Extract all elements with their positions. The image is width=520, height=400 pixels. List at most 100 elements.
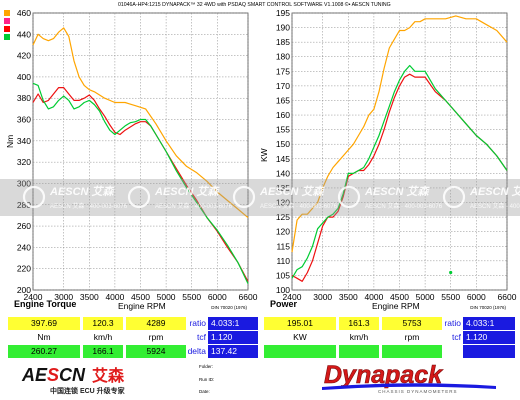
watermark-text: AESCN 艾森 bbox=[259, 185, 326, 198]
x-tick-label: 3000 bbox=[54, 292, 73, 302]
series-line-1 bbox=[32, 27, 249, 219]
y-tick-label: 125 bbox=[276, 212, 290, 222]
y-tick-label: 110 bbox=[276, 256, 290, 266]
torque-peak-speed: 120.3 bbox=[83, 317, 123, 330]
watermark-subtext: AESCN 艾森 · 400-003-6076 bbox=[365, 202, 443, 210]
charts-svg: 460 440 420 400 380 360 340 320 300 280 260 240 220 2… bbox=[0, 8, 520, 310]
series-line-1 bbox=[291, 15, 508, 253]
y-tick-label: 135 bbox=[276, 183, 290, 193]
aescn-logo-svg: AESCN 艾森 bbox=[21, 365, 125, 385]
watermark-band: AESCN 艾森 AESCN 艾森 · 400-003-6076 AESCN 艾森 A… bbox=[0, 179, 520, 216]
y-tick-label: 150 bbox=[276, 139, 290, 149]
watermark-subtext: AESCN 艾森 · 400-003-6076 bbox=[155, 202, 233, 210]
x-tick-label: 3000 bbox=[313, 292, 332, 302]
dynapack-logo: Dynapack CHASSIS DYNAMOMETERS bbox=[318, 360, 500, 399]
series-line-3 bbox=[291, 64, 508, 279]
footer-slogan: 中国连锁 ECU 升级专家 bbox=[50, 388, 125, 395]
power-ratio-label: ratio bbox=[444, 318, 461, 328]
tcf-value: 1.120 bbox=[208, 331, 258, 344]
y-tick-label: 195 bbox=[276, 8, 290, 18]
power-peak-rpm: 5753 bbox=[382, 317, 442, 330]
field-date: Date: bbox=[199, 389, 210, 394]
watermark-subtext: AESCN 艾森 · 400-003-6076 bbox=[50, 202, 128, 210]
x-tick-label: 4500 bbox=[390, 292, 409, 302]
watermark-emblem bbox=[22, 185, 46, 209]
header-caption: 01046A-HP4:1215 DYNAPACK™ 32 4WD with PS… bbox=[118, 2, 391, 8]
power-empty-blue bbox=[463, 345, 515, 358]
x-tick-label: 5500 bbox=[182, 292, 201, 302]
y-tick-label: 460 bbox=[17, 8, 31, 18]
x-tick-label: 6600 bbox=[498, 292, 517, 302]
y-tick-label: 100 bbox=[276, 285, 290, 295]
logo-hanzi: 艾森 bbox=[92, 366, 125, 385]
power-peak-speed: 161.3 bbox=[339, 317, 379, 330]
y-tick-label: 160 bbox=[276, 110, 290, 120]
power-chart: 195 190 185 180 175 170 165 160 155 150 145 140 135 1… bbox=[276, 8, 517, 310]
watermark-text: AESCN 艾森 bbox=[469, 185, 520, 198]
aescn-logo: AESCN 艾森 bbox=[20, 364, 160, 391]
dynapack-logo-svg: Dynapack CHASSIS DYNAMOMETERS bbox=[322, 361, 496, 394]
power-xlabel: Engine RPM bbox=[372, 301, 420, 311]
x-tick-label: 6600 bbox=[239, 292, 258, 302]
y-tick-label: 300 bbox=[17, 178, 31, 188]
swatch-3 bbox=[4, 26, 10, 32]
y-tick-label: 180 bbox=[276, 52, 290, 62]
delta-value: 137.42 bbox=[208, 345, 258, 358]
y-tick-label: 120 bbox=[276, 227, 290, 237]
power-ratio-value: 4.033:1 bbox=[463, 317, 515, 330]
power-unit: KW bbox=[293, 332, 307, 342]
power-empty-2 bbox=[339, 345, 379, 358]
x-tick-label: 6000 bbox=[467, 292, 486, 302]
power-tcf-value: 1.120 bbox=[463, 331, 515, 344]
x-tick-label: 4500 bbox=[131, 292, 150, 302]
y-tick-label: 145 bbox=[276, 154, 290, 164]
series-line-2 bbox=[32, 87, 249, 282]
run-color-swatches bbox=[4, 10, 10, 40]
watermark-text: AESCN 艾森 bbox=[364, 185, 431, 198]
y-tick-label: 140 bbox=[276, 168, 290, 178]
watermark-emblem bbox=[337, 185, 361, 209]
field-folder: Folder: bbox=[199, 364, 214, 369]
x-tick-label: 6000 bbox=[208, 292, 227, 302]
x-tick-label: 5000 bbox=[416, 292, 435, 302]
y-tick-label: 190 bbox=[276, 23, 290, 33]
torque-peak-rpm: 4289 bbox=[126, 317, 186, 330]
power-at-torque-value: 260.27 bbox=[8, 345, 80, 358]
ratio-label: ratio bbox=[189, 318, 206, 328]
power-at-torque-rpm: 5924 bbox=[126, 345, 186, 358]
swatch-1 bbox=[4, 10, 10, 16]
power-peak-value: 195.01 bbox=[264, 317, 336, 330]
x-tick-label: 4000 bbox=[105, 292, 124, 302]
y-tick-label: 105 bbox=[276, 270, 290, 280]
x-tick-label: 5500 bbox=[441, 292, 460, 302]
watermark-subtext: AESCN 艾森 · 400-003-6076 bbox=[260, 202, 338, 210]
x-tick-label: 2400 bbox=[24, 292, 43, 302]
torque-ylabel: Nm bbox=[5, 134, 15, 148]
torque-chart: 460 440 420 400 380 360 340 320 300 280 260 240 220 2… bbox=[17, 8, 258, 310]
tcf-label: tcf bbox=[197, 332, 206, 342]
watermark-band-rect bbox=[0, 179, 520, 216]
y-tick-label: 320 bbox=[17, 157, 31, 167]
x-tick-label: 2400 bbox=[283, 292, 302, 302]
torque-xlabel: Engine RPM bbox=[118, 301, 166, 311]
power-tcf-label: tcf bbox=[452, 332, 461, 342]
y-tick-label: 440 bbox=[17, 29, 31, 39]
din-note: DIN 70020 (1976) bbox=[211, 305, 247, 310]
x-tick-label: 3500 bbox=[339, 292, 358, 302]
field-run-id: Run ID: bbox=[199, 377, 215, 382]
power-rpm-unit: rpm bbox=[404, 332, 420, 342]
watermark-text: AESCN 艾森 bbox=[49, 185, 116, 198]
x-tick-label: 5000 bbox=[157, 292, 176, 302]
torque-title: Engine Torque bbox=[14, 299, 77, 309]
y-tick-label: 220 bbox=[17, 264, 31, 274]
x-tick-label: 4000 bbox=[364, 292, 383, 302]
y-tick-label: 360 bbox=[17, 115, 31, 125]
y-tick-label: 420 bbox=[17, 51, 31, 61]
watermark-subtext: AESCN 艾森 · 400-003-6076 bbox=[470, 202, 520, 210]
y-tick-label: 130 bbox=[276, 198, 290, 208]
y-tick-label: 340 bbox=[17, 136, 31, 146]
y-tick-label: 175 bbox=[276, 66, 290, 76]
power-speed-unit: km/h bbox=[349, 332, 369, 342]
power-at-torque-speed: 166.1 bbox=[83, 345, 123, 358]
